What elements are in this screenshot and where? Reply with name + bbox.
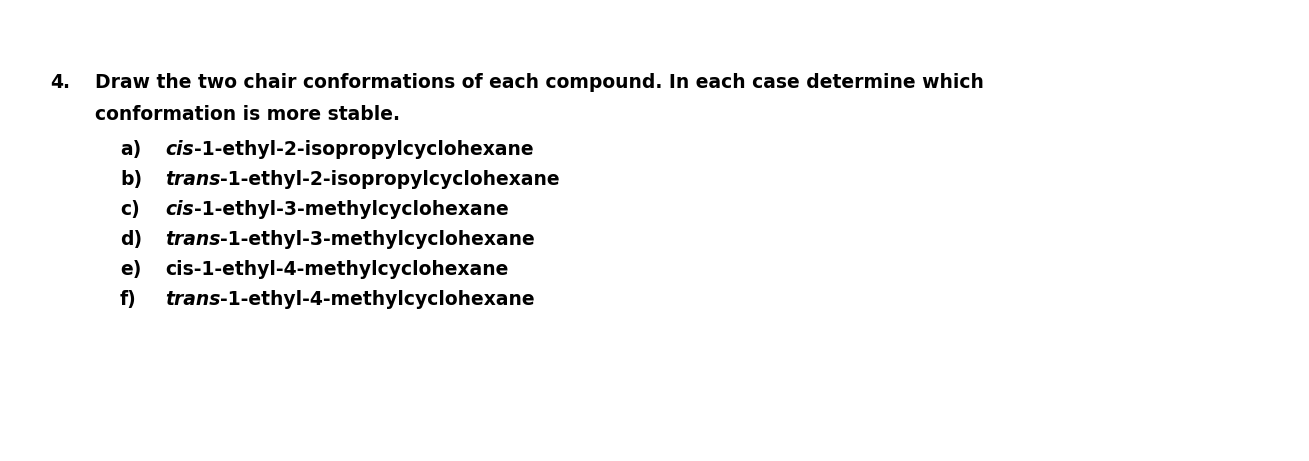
- Text: -1-ethyl-2-isopropylcyclohexane: -1-ethyl-2-isopropylcyclohexane: [194, 140, 533, 159]
- Text: cis: cis: [165, 200, 194, 219]
- Text: c): c): [120, 200, 140, 219]
- Text: Draw the two chair conformations of each compound. In each case determine which: Draw the two chair conformations of each…: [96, 73, 984, 92]
- Text: cis: cis: [165, 140, 194, 159]
- Text: -1-ethyl-4-methylcyclohexane: -1-ethyl-4-methylcyclohexane: [220, 290, 535, 309]
- Text: d): d): [120, 230, 143, 249]
- Text: -1-ethyl-2-isopropylcyclohexane: -1-ethyl-2-isopropylcyclohexane: [220, 170, 560, 189]
- Text: 4.: 4.: [50, 73, 69, 92]
- Text: f): f): [120, 290, 136, 309]
- Text: -1-ethyl-3-methylcyclohexane: -1-ethyl-3-methylcyclohexane: [220, 230, 535, 249]
- Text: -1-ethyl-3-methylcyclohexane: -1-ethyl-3-methylcyclohexane: [194, 200, 508, 219]
- Text: b): b): [120, 170, 143, 189]
- Text: cis-1-ethyl-4-methylcyclohexane: cis-1-ethyl-4-methylcyclohexane: [165, 260, 508, 279]
- Text: conformation is more stable.: conformation is more stable.: [96, 105, 401, 124]
- Text: trans: trans: [165, 170, 220, 189]
- Text: e): e): [120, 260, 141, 279]
- Text: a): a): [120, 140, 141, 159]
- Text: trans: trans: [165, 230, 220, 249]
- Text: trans: trans: [165, 290, 220, 309]
